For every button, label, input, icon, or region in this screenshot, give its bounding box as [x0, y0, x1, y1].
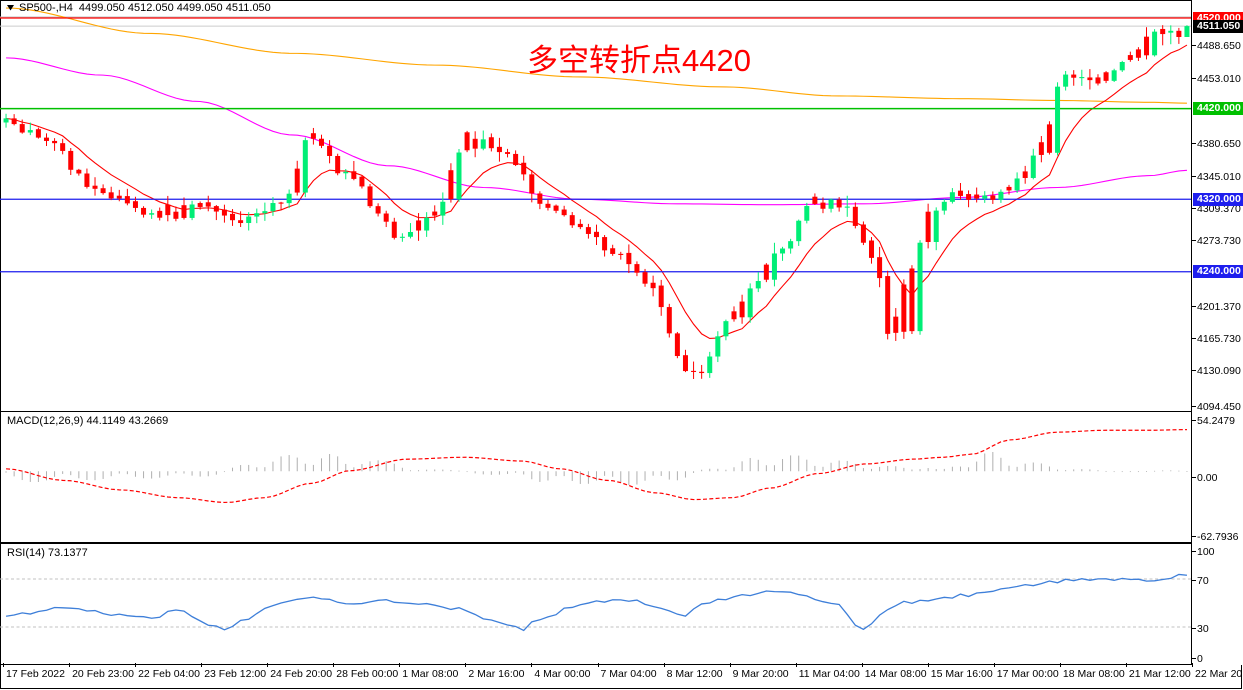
svg-text:RSI(14) 73.1377: RSI(14) 73.1377 — [7, 547, 88, 559]
svg-text:SP500-,H4 4499.050 4512.050 4: SP500-,H4 4499.050 4512.050 4499.050 451… — [19, 2, 271, 14]
svg-text:多空转折点4420: 多空转折点4420 — [527, 43, 751, 78]
svg-text:MACD(12,26,9) 44.1149 43.2669: MACD(12,26,9) 44.1149 43.2669 — [7, 415, 168, 427]
